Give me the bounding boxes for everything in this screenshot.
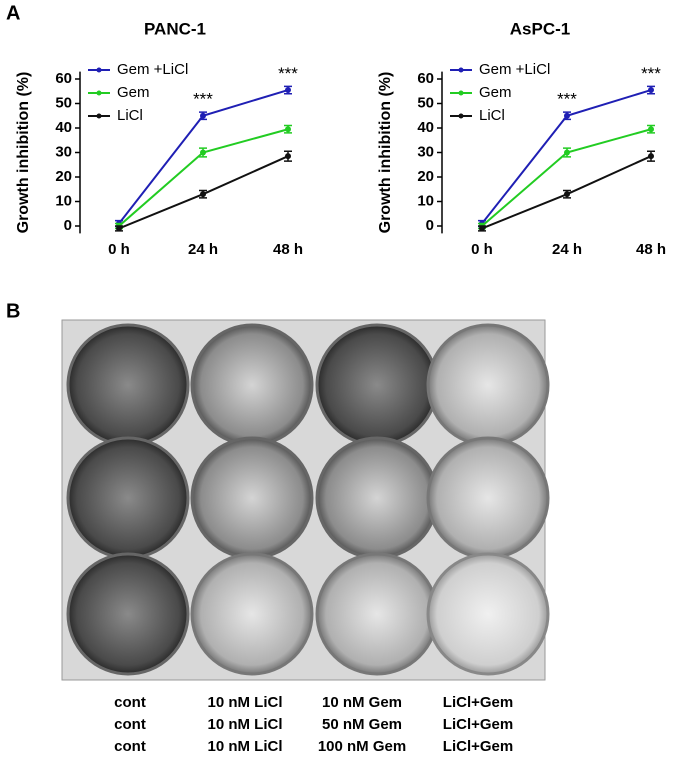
y-tick-label: 60 xyxy=(417,70,434,87)
data-point xyxy=(285,153,291,160)
data-point xyxy=(200,149,206,156)
y-tick-label: 10 xyxy=(417,192,434,209)
data-point xyxy=(479,225,485,232)
y-tick-label: 20 xyxy=(417,168,434,185)
x-tick-label: 0 h xyxy=(108,241,130,258)
x-tick-label: 24 h xyxy=(552,241,582,258)
plate-label: cont xyxy=(114,716,146,733)
y-tick-label: 60 xyxy=(55,70,72,87)
chart-title: AsPC-1 xyxy=(510,19,570,38)
data-point xyxy=(285,126,291,133)
legend-label: Gem +LiCl xyxy=(117,61,188,78)
plate-label: 50 nM Gem xyxy=(322,716,402,733)
chart-title: PANC-1 xyxy=(144,19,206,38)
data-point xyxy=(285,87,291,94)
significance-marker: *** xyxy=(641,64,661,83)
x-tick-label: 48 h xyxy=(273,241,303,258)
plate-label: 10 nM LiCl xyxy=(207,694,282,711)
plate-photo xyxy=(61,319,550,681)
series-line xyxy=(118,128,289,227)
legend-marker xyxy=(96,67,102,73)
significance-marker: *** xyxy=(278,64,298,83)
legend-marker xyxy=(458,90,464,96)
legend-marker xyxy=(96,113,102,119)
plate-label: 10 nM Gem xyxy=(322,694,402,711)
x-tick-label: 48 h xyxy=(636,241,666,258)
panel-label: A xyxy=(6,2,20,24)
plate-label: LiCl+Gem xyxy=(443,716,513,733)
y-tick-label: 30 xyxy=(55,143,72,160)
data-point xyxy=(648,87,654,94)
data-point xyxy=(648,153,654,160)
data-point xyxy=(564,149,570,156)
y-tick-label: 40 xyxy=(417,119,434,136)
legend-marker xyxy=(458,67,464,73)
y-tick-label: 0 xyxy=(64,217,72,234)
plate-label: cont xyxy=(114,694,146,711)
legend-label: Gem +LiCl xyxy=(479,61,550,78)
y-axis-label: Growth inhibition (%) xyxy=(15,72,32,234)
data-point xyxy=(564,112,570,119)
y-tick-label: 10 xyxy=(55,192,72,209)
legend-marker xyxy=(96,90,102,96)
y-tick-label: 0 xyxy=(426,217,434,234)
panel-label: B xyxy=(6,300,20,322)
legend-label: Gem xyxy=(117,84,150,101)
y-tick-label: 30 xyxy=(417,143,434,160)
legend-marker xyxy=(458,113,464,119)
x-tick-label: 24 h xyxy=(188,241,218,258)
y-axis-label: Growth inhibition (%) xyxy=(377,72,394,234)
significance-marker: *** xyxy=(557,90,577,109)
data-point xyxy=(200,112,206,119)
y-tick-label: 40 xyxy=(55,119,72,136)
x-tick-label: 0 h xyxy=(471,241,493,258)
legend-label: Gem xyxy=(479,84,512,101)
y-tick-label: 20 xyxy=(55,168,72,185)
plate-label: LiCl+Gem xyxy=(443,738,513,755)
plate-label: cont xyxy=(114,738,146,755)
y-tick-label: 50 xyxy=(417,94,434,111)
plate-label: 10 nM LiCl xyxy=(207,716,282,733)
legend-label: LiCl xyxy=(479,107,505,124)
plate-label: 100 nM Gem xyxy=(318,738,406,755)
plate-label: LiCl+Gem xyxy=(443,694,513,711)
data-point xyxy=(564,191,570,198)
data-point xyxy=(200,191,206,198)
y-tick-label: 50 xyxy=(55,94,72,111)
series-line xyxy=(481,128,652,227)
data-point xyxy=(648,126,654,133)
significance-marker: *** xyxy=(193,90,213,109)
data-point xyxy=(116,225,122,232)
legend-label: LiCl xyxy=(117,107,143,124)
plate-label: 10 nM LiCl xyxy=(207,738,282,755)
